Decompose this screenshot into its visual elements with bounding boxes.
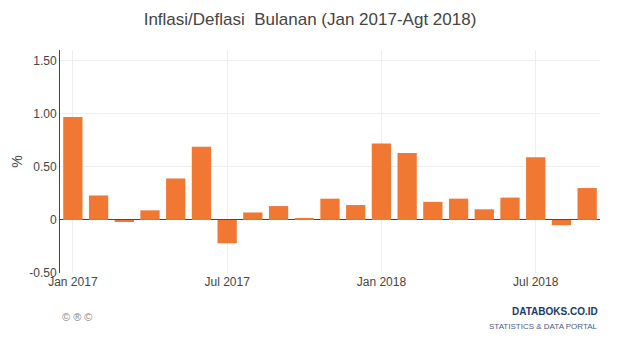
svg-text:%: % (9, 155, 25, 167)
svg-text:-0.50: -0.50 (29, 266, 57, 280)
svg-text:0.50: 0.50 (33, 160, 57, 174)
svg-text:Jan 2017: Jan 2017 (48, 275, 98, 289)
svg-text:© ® ©: © ® © (62, 311, 92, 323)
svg-text:DATABOKS.CO.ID: DATABOKS.CO.ID (512, 306, 598, 317)
svg-text:0: 0 (50, 213, 57, 227)
svg-text:STATISTICS & DATA PORTAL: STATISTICS & DATA PORTAL (489, 322, 598, 331)
svg-text:Jan 2018: Jan 2018 (357, 275, 407, 289)
svg-text:Jul 2018: Jul 2018 (513, 275, 559, 289)
svg-text:Inflasi/Deflasi Bulanan (Jan: Inflasi/Deflasi Bulanan (Jan 2017-Agt 20… (144, 10, 477, 29)
svg-text:1.00: 1.00 (33, 107, 57, 121)
svg-text:1.50: 1.50 (33, 54, 57, 68)
svg-text:Jul 2017: Jul 2017 (204, 275, 250, 289)
